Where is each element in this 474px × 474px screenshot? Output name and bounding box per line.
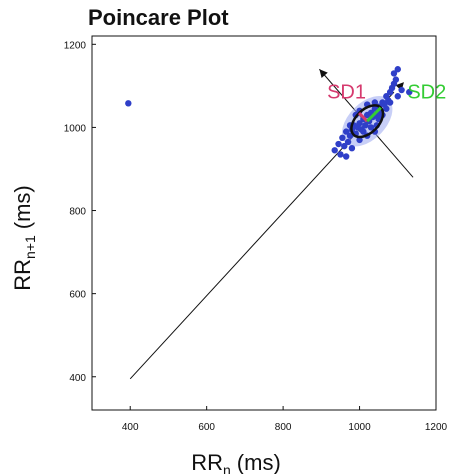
data-point [331,147,338,154]
x-tick-label: 1000 [348,422,371,433]
data-point [406,88,413,96]
data-point [386,99,394,106]
y-axis-ticks: 400 600 800 1000 1200 [64,40,96,384]
y-axis-label: RRn+1(ms) [10,185,38,291]
chart-title: Poincare Plot [88,5,229,30]
data-point [342,153,350,160]
svg-text:RRn+1(ms): RRn+1(ms) [10,185,38,291]
x-axis-ticks: 400 600 800 1000 1200 [122,406,448,433]
data-point [337,151,344,158]
sd1-label: SD1 [327,81,366,103]
data-point [125,100,132,107]
data-point [398,86,405,94]
data-point [356,136,363,144]
y-tick-label: 600 [69,290,86,301]
data-point [356,120,363,127]
y-tick-label: 1000 [64,123,87,134]
data-point [346,132,354,139]
svg-text:RRn(ms): RRn (ms) [191,450,281,474]
data-point [390,70,398,77]
data-point [362,122,369,129]
sd2-segment [366,106,382,123]
plot-frame [91,35,437,411]
data-point [367,124,375,131]
data-point [348,145,356,152]
x-tick-label: 800 [275,422,292,433]
y-tick-label: 400 [69,373,86,384]
data-point [341,142,348,150]
y-tick-label: 800 [69,207,86,218]
data-point [342,128,350,135]
data-point [339,134,346,142]
data-point [392,76,400,83]
x-tick-label: 1200 [425,422,448,433]
x-tick-label: 600 [198,422,215,433]
data-point [394,93,401,100]
data-point [344,138,352,146]
data-point [383,105,390,112]
data-point [394,66,401,73]
x-axis-label: RRn (ms) [191,450,281,474]
data-point [371,99,379,106]
arrow-head [319,69,328,78]
data-point [360,128,367,135]
x-tick-label: 400 [122,422,139,433]
sd2-label: SD2 [407,81,446,103]
sd1-segment [358,112,369,123]
y-tick-label: 1200 [64,40,87,51]
data-points [125,66,413,160]
data-point [335,140,342,148]
